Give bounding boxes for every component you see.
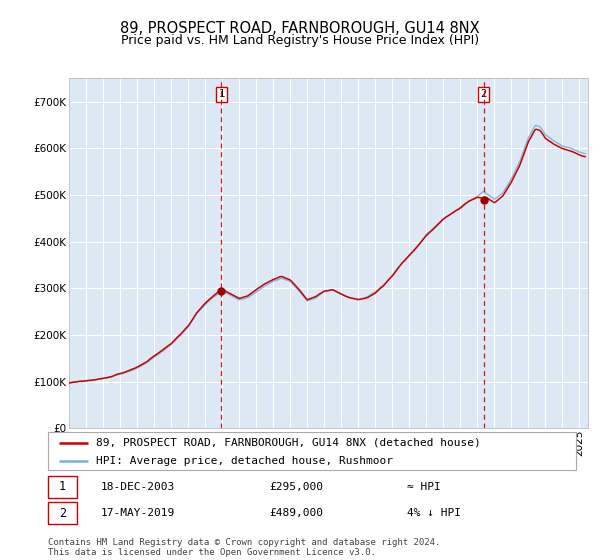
Text: 18-DEC-2003: 18-DEC-2003 xyxy=(101,482,175,492)
Text: £295,000: £295,000 xyxy=(270,482,324,492)
Text: 2: 2 xyxy=(59,507,66,520)
Text: HPI: Average price, detached house, Rushmoor: HPI: Average price, detached house, Rush… xyxy=(95,456,392,466)
Text: 17-MAY-2019: 17-MAY-2019 xyxy=(101,508,175,518)
Text: 89, PROSPECT ROAD, FARNBOROUGH, GU14 8NX: 89, PROSPECT ROAD, FARNBOROUGH, GU14 8NX xyxy=(120,21,480,36)
Text: Price paid vs. HM Land Registry's House Price Index (HPI): Price paid vs. HM Land Registry's House … xyxy=(121,34,479,46)
Text: ≈ HPI: ≈ HPI xyxy=(407,482,441,492)
FancyBboxPatch shape xyxy=(48,432,576,470)
Text: 89, PROSPECT ROAD, FARNBOROUGH, GU14 8NX (detached house): 89, PROSPECT ROAD, FARNBOROUGH, GU14 8NX… xyxy=(95,437,480,447)
Text: 4% ↓ HPI: 4% ↓ HPI xyxy=(407,508,461,518)
Text: Contains HM Land Registry data © Crown copyright and database right 2024.
This d: Contains HM Land Registry data © Crown c… xyxy=(48,538,440,557)
Text: 1: 1 xyxy=(218,89,224,99)
Text: 1: 1 xyxy=(59,480,66,493)
Text: 2: 2 xyxy=(481,89,487,99)
Text: £489,000: £489,000 xyxy=(270,508,324,518)
FancyBboxPatch shape xyxy=(48,476,77,498)
FancyBboxPatch shape xyxy=(48,502,77,524)
